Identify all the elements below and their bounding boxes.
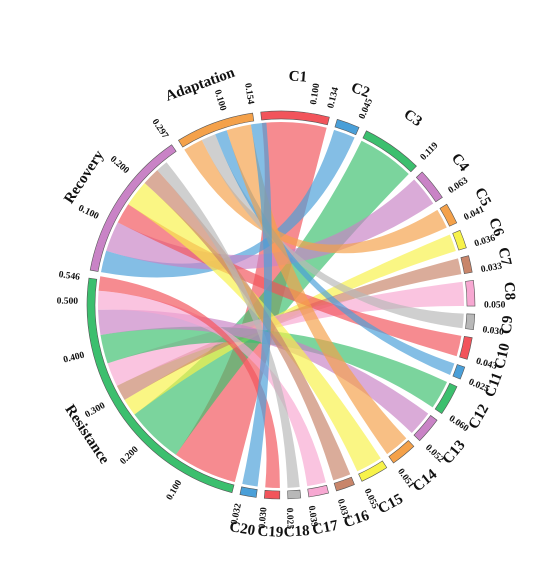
ribbon-c8-resistance bbox=[107, 281, 465, 386]
tick-label-resistance: 0.500 bbox=[57, 297, 79, 307]
total-label-c16: 0.037 bbox=[335, 498, 351, 522]
segment-label-c13: C13 bbox=[440, 437, 469, 467]
segment-label-c3: C3 bbox=[401, 106, 425, 130]
total-label-c6: 0.036 bbox=[473, 233, 497, 249]
ribbon-c7-resistance bbox=[116, 258, 462, 400]
total-label-c9: 0.030 bbox=[482, 325, 505, 338]
ribbon-c18-recovery bbox=[157, 162, 300, 488]
segment-label-c1: C1 bbox=[288, 68, 307, 85]
arc-c2 bbox=[334, 118, 360, 136]
segment-label-c5: C5 bbox=[471, 185, 494, 209]
tick-label-recovery: 0.100 bbox=[76, 204, 100, 222]
segment-label-c6: C6 bbox=[485, 216, 506, 239]
segment-label-c18: C18 bbox=[283, 523, 310, 541]
total-label-c18: 0.025 bbox=[284, 508, 295, 530]
segment-label-c12: C12 bbox=[466, 402, 493, 432]
ribbon-c2-recovery bbox=[100, 129, 355, 278]
total-label-c12: 0.060 bbox=[447, 414, 471, 434]
arc-c20 bbox=[239, 486, 258, 498]
arc-c4 bbox=[415, 171, 443, 203]
segment-label-c17: C17 bbox=[311, 518, 340, 539]
arc-c7 bbox=[460, 255, 473, 274]
total-label-c20: 0.032 bbox=[230, 502, 244, 525]
total-label-c8: 0.050 bbox=[484, 300, 506, 310]
arc-c12 bbox=[434, 382, 458, 414]
segment-label-c9: C9 bbox=[499, 315, 517, 335]
segment-label-recovery: Recovery bbox=[61, 147, 107, 206]
arc-c1 bbox=[260, 110, 330, 126]
arc-c18 bbox=[287, 489, 302, 500]
arc-c13 bbox=[413, 415, 438, 442]
total-label-c7: 0.033 bbox=[480, 262, 503, 276]
total-label-c3: 0.119 bbox=[419, 141, 441, 163]
total-label-resistance: 0.546 bbox=[58, 270, 81, 283]
arc-c8 bbox=[465, 279, 476, 307]
tick-label-c1: 0.100 bbox=[309, 82, 322, 105]
ribbon-c20-adaptation bbox=[242, 122, 273, 487]
total-label-c4: 0.063 bbox=[447, 176, 471, 196]
ribbon-c4-recovery bbox=[106, 179, 434, 270]
segment-label-c4: C4 bbox=[448, 150, 472, 175]
tick-label-resistance: 0.400 bbox=[62, 350, 85, 365]
ribbon-c16-recovery bbox=[144, 170, 351, 481]
tick-label-resistance: 0.300 bbox=[84, 401, 108, 420]
ribbon-layer bbox=[98, 122, 465, 488]
segment-label-c19: C19 bbox=[257, 524, 284, 541]
arc-c14 bbox=[388, 440, 415, 464]
segment-label-c2: C2 bbox=[349, 80, 372, 101]
ribbon-c10-recovery bbox=[117, 204, 462, 357]
arc-c15 bbox=[358, 460, 388, 482]
ribbon-c15-recovery bbox=[128, 183, 381, 472]
segment-label-adaptation: Adaptation bbox=[163, 65, 237, 105]
ribbon-c6-resistance bbox=[124, 234, 456, 415]
arc-recovery bbox=[89, 144, 177, 272]
arc-c10 bbox=[459, 335, 473, 360]
arc-c11 bbox=[452, 364, 466, 380]
segment-label-c10: C10 bbox=[492, 342, 513, 371]
arc-c6 bbox=[452, 229, 467, 251]
segment-label-c7: C7 bbox=[495, 246, 515, 268]
total-label-c5: 0.041 bbox=[463, 205, 487, 223]
segment-label-c8: C8 bbox=[501, 281, 518, 300]
total-label-c1: 0.134 bbox=[326, 86, 341, 109]
arc-c3 bbox=[362, 130, 417, 173]
total-label-recovery: 0.297 bbox=[150, 117, 170, 140]
total-label-c19: 0.030 bbox=[258, 507, 270, 529]
ribbon-c14-adaptation bbox=[226, 124, 407, 455]
total-label-c13: 0.052 bbox=[423, 443, 445, 465]
total-label-c17: 0.039 bbox=[306, 505, 319, 528]
arc-c9 bbox=[465, 313, 476, 330]
arc-layer bbox=[86, 110, 476, 500]
segment-label-c15: C15 bbox=[376, 491, 406, 517]
tick-label-recovery: 0.200 bbox=[108, 154, 131, 176]
tick-label-adaptation: 0.100 bbox=[212, 89, 228, 113]
arc-adaptation bbox=[178, 112, 255, 148]
total-label-c2: 0.045 bbox=[357, 97, 375, 121]
segment-label-c20: C20 bbox=[228, 519, 256, 539]
total-label-adaptation: 0.154 bbox=[242, 82, 255, 105]
tick-label-resistance: 0.200 bbox=[119, 445, 141, 467]
arc-c17 bbox=[307, 484, 329, 498]
tick-label-resistance: 0.100 bbox=[165, 478, 184, 502]
arc-c5 bbox=[439, 203, 458, 227]
segment-label-c14: C14 bbox=[410, 466, 441, 495]
arc-c16 bbox=[333, 476, 355, 492]
arc-c19 bbox=[263, 489, 281, 500]
arc-resistance bbox=[86, 277, 235, 494]
